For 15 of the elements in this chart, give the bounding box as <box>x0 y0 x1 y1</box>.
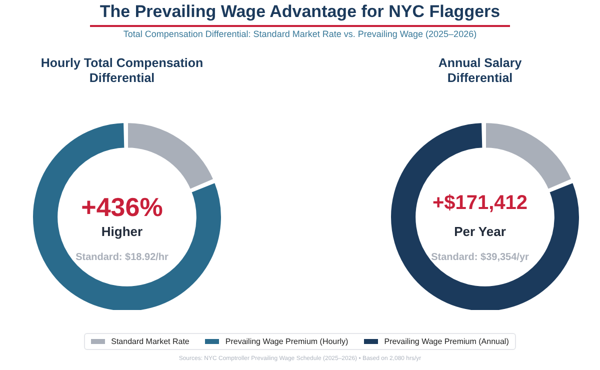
donut-slice <box>389 121 581 310</box>
text: Higher <box>100 224 144 239</box>
donut-slice <box>31 121 223 310</box>
text: Per Year <box>453 224 507 239</box>
text: Standard: $18.92/hr <box>74 252 170 263</box>
legend-label: Prevailing Wage Premium (Annual) <box>383 337 509 346</box>
legend-label: Prevailing Wage Premium (Hourly) <box>224 337 348 346</box>
legend-label: Standard Market Rate <box>110 337 190 346</box>
chart-title: Hourly Total Compensation Differential <box>40 56 204 86</box>
text: +436% <box>80 192 164 223</box>
text: The Prevailing Wage Advantage for NYC Flaggers <box>98 2 502 22</box>
chart-title: Annual Salary Differential <box>437 56 523 86</box>
text: +$171,412 <box>431 192 529 215</box>
text: Total Compensation Differential: Standard Market Rate vs. Prevailing Wage (2025–2026) <box>122 29 478 39</box>
text: Standard: $39,354/yr <box>430 252 530 263</box>
